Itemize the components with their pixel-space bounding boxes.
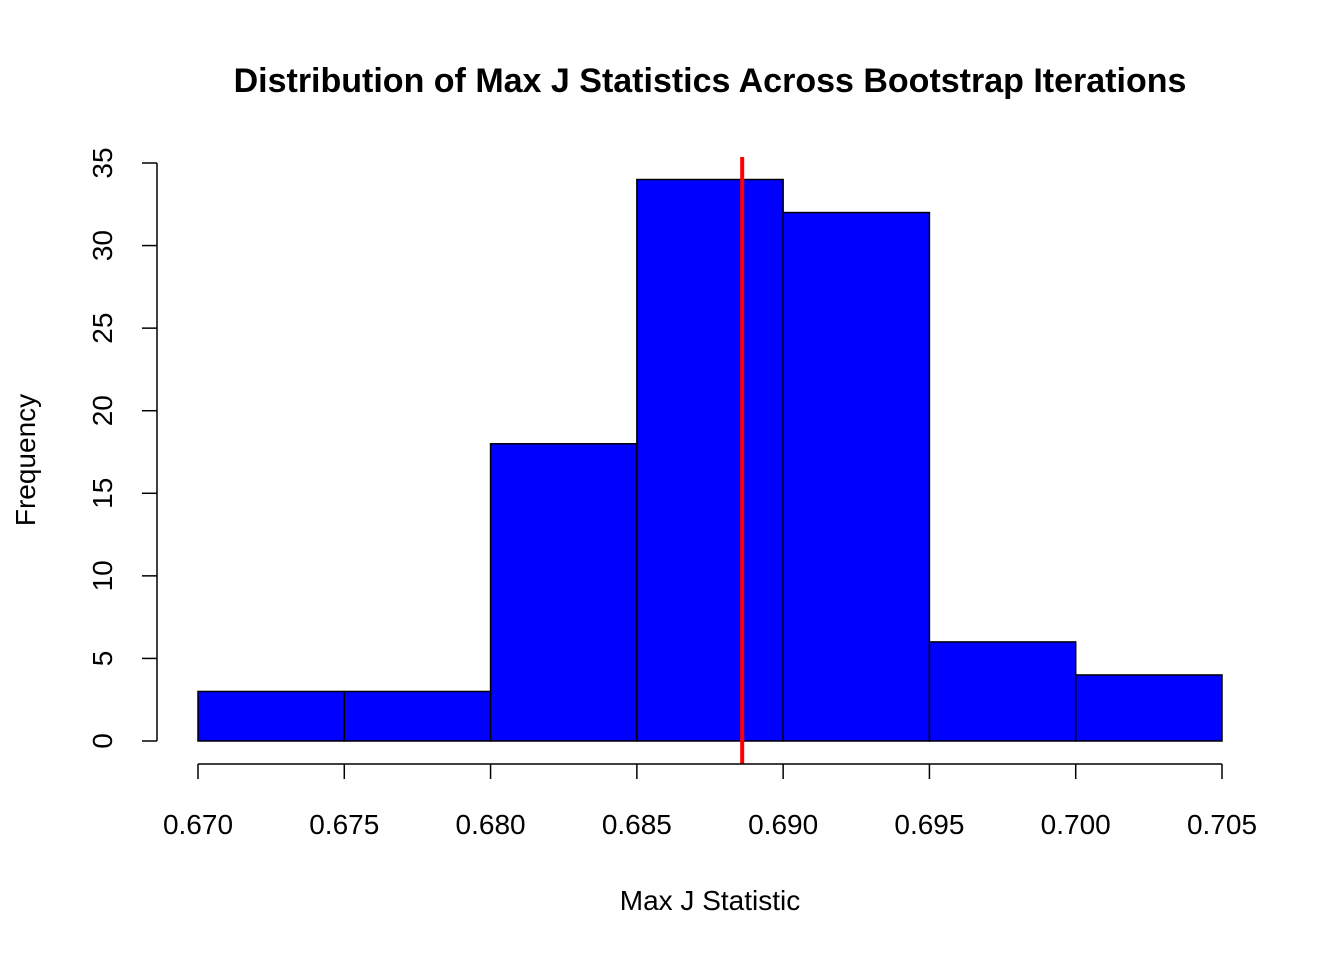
y-axis: 0 5 10 15 20 25 30 35 — [87, 147, 158, 749]
x-tick-label-1: 0.675 — [309, 809, 379, 840]
x-axis: 0.670 0.675 0.680 0.685 0.690 0.695 0.700 0.705 — [163, 763, 1257, 840]
histogram-bar-4 — [782, 211, 931, 742]
histogram-bar-0 — [197, 690, 346, 742]
y-tick-label-2: 10 — [87, 560, 118, 591]
x-tick-label-5: 0.695 — [894, 809, 964, 840]
histogram-bar-1 — [343, 690, 492, 742]
x-tick-label-0: 0.670 — [163, 809, 233, 840]
histogram-bar-5 — [928, 641, 1077, 742]
bars-group — [197, 178, 1223, 742]
x-tick-label-7: 0.705 — [1187, 809, 1257, 840]
histogram-bar-2 — [489, 442, 638, 742]
histogram-bar-6 — [1074, 674, 1223, 742]
y-tick-label-7: 35 — [87, 147, 118, 178]
x-tick-label-2: 0.680 — [456, 809, 526, 840]
y-tick-label-4: 20 — [87, 395, 118, 426]
x-tick-label-3: 0.685 — [602, 809, 672, 840]
y-tick-label-3: 15 — [87, 478, 118, 509]
y-axis-label: Frequency — [10, 394, 41, 526]
chart-title: Distribution of Max J Statistics Across … — [234, 62, 1187, 100]
x-tick-label-4: 0.690 — [748, 809, 818, 840]
y-tick-label-5: 25 — [87, 313, 118, 344]
x-axis-label: Max J Statistic — [620, 885, 800, 916]
y-tick-label-6: 30 — [87, 230, 118, 261]
histogram-bar-3 — [636, 178, 784, 742]
y-tick-label-1: 5 — [87, 651, 118, 667]
y-tick-label-0: 0 — [87, 733, 118, 749]
x-tick-label-6: 0.700 — [1041, 809, 1111, 840]
